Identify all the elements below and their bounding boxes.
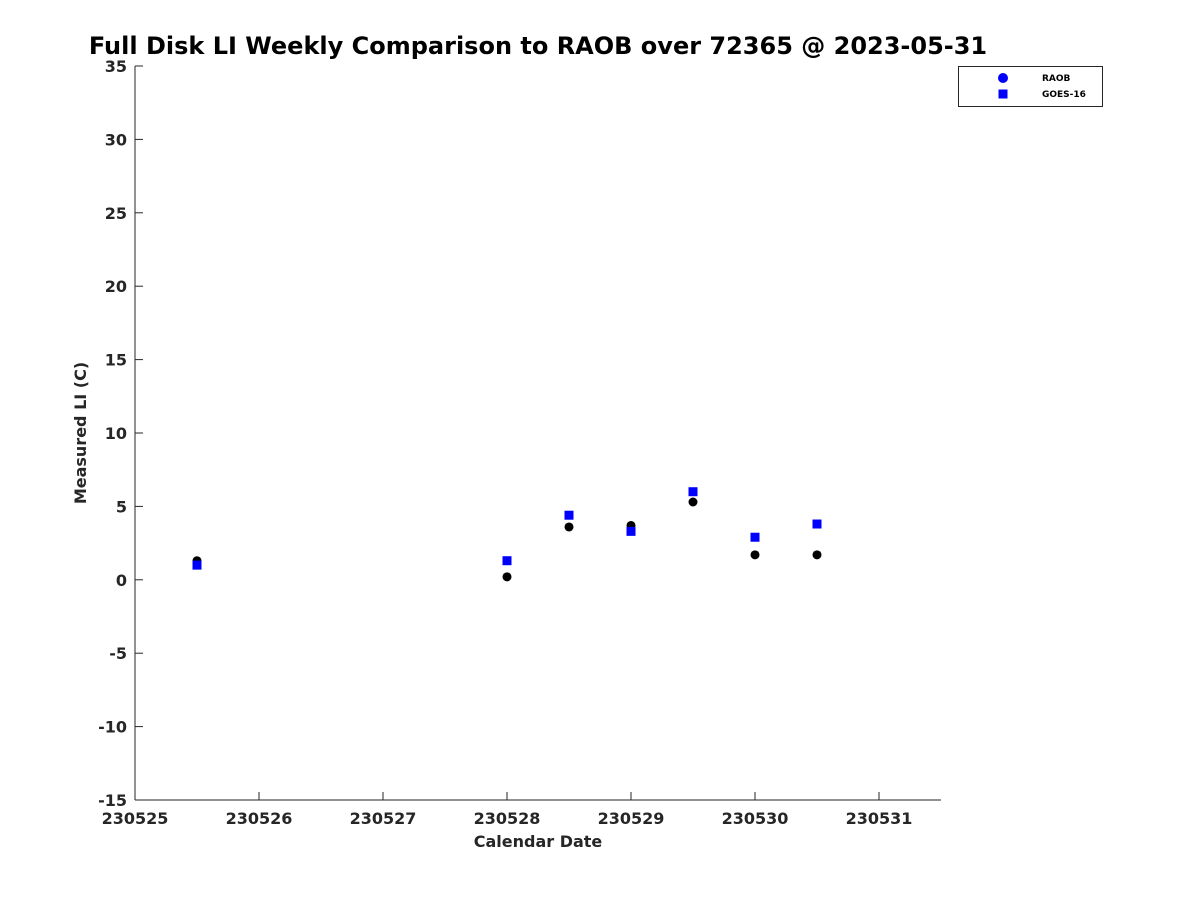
- legend-raob-marker: [998, 73, 1008, 83]
- raob-point: [564, 522, 574, 532]
- x-tick-label: 230527: [350, 809, 417, 828]
- x-tick-label: 230525: [102, 809, 169, 828]
- goes-point: [812, 519, 822, 529]
- goes-point: [502, 556, 512, 566]
- legend: RAOB GOES-16: [958, 66, 1103, 107]
- raob-point: [812, 550, 822, 560]
- raob-point: [750, 550, 760, 560]
- chart-title: Full Disk LI Weekly Comparison to RAOB o…: [89, 32, 987, 60]
- y-tick-label: 15: [105, 351, 127, 370]
- goes-point: [688, 487, 698, 497]
- x-tick-label: 230531: [846, 809, 913, 828]
- x-tick-label: 230530: [722, 809, 789, 828]
- legend-label: GOES-16: [1042, 90, 1086, 100]
- x-tick-label: 230526: [226, 809, 293, 828]
- y-tick-label: 30: [105, 130, 127, 149]
- x-tick-label: 230529: [598, 809, 665, 828]
- y-tick-label: 25: [105, 204, 127, 223]
- goes-point: [564, 510, 574, 520]
- legend-box: [958, 66, 1103, 107]
- goes-point: [192, 560, 202, 570]
- raob-point: [502, 572, 512, 582]
- series-goes-16: [192, 487, 822, 570]
- y-tick-label: -15: [98, 791, 127, 810]
- data-points: [192, 487, 822, 582]
- y-tick-label: 0: [116, 571, 127, 590]
- goes-point: [626, 526, 636, 536]
- y-axis-label: Measured LI (C): [71, 362, 90, 504]
- legend-goes-marker: [998, 89, 1008, 99]
- goes-point: [750, 532, 760, 542]
- y-tick-label: -10: [98, 718, 127, 737]
- x-tick-label: 230528: [474, 809, 541, 828]
- y-axis-ticks: -15 -10 -5 0 5 10 15 20 25 30 35: [98, 57, 143, 810]
- y-tick-label: 10: [105, 424, 127, 443]
- raob-point: [688, 497, 698, 507]
- y-tick-label: 20: [105, 277, 127, 296]
- series-raob: [192, 497, 822, 582]
- x-axis-ticks: 230525 230526 230527 230528 230529 230530 2305…: [102, 792, 913, 828]
- y-tick-label: -5: [109, 644, 127, 663]
- y-tick-label: 5: [116, 497, 127, 516]
- y-tick-label: 35: [105, 57, 127, 76]
- x-axis-label: Calendar Date: [474, 832, 603, 851]
- legend-label: RAOB: [1042, 74, 1071, 84]
- plot-axes: [134, 66, 941, 801]
